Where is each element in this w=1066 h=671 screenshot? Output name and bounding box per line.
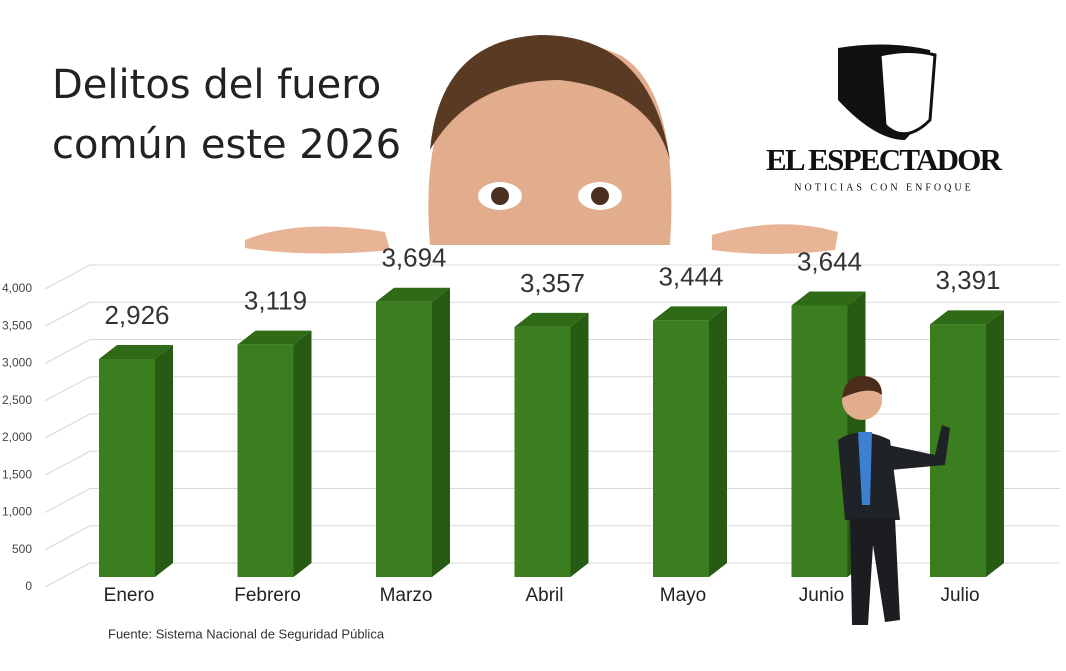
grid-line <box>44 376 91 402</box>
bar-side <box>986 310 1004 577</box>
grid-line <box>44 562 91 588</box>
bar-top <box>99 345 173 360</box>
bar-side <box>155 345 173 577</box>
grid-line <box>44 339 91 364</box>
value-label: 3,357 <box>520 268 585 298</box>
man-illustration <box>838 375 950 625</box>
bar-side <box>709 306 727 577</box>
bar-side <box>432 287 450 577</box>
bar-top <box>930 310 1004 325</box>
x-tick-label: Junio <box>799 585 844 606</box>
man-legs <box>850 518 900 625</box>
value-label: 3,391 <box>935 265 1000 295</box>
brand-tagline: NOTICIAS CON ENFOQUE <box>794 182 973 193</box>
y-tick-label: 3,000 <box>2 356 32 370</box>
bar-group <box>237 330 312 577</box>
y-tick-label: 1,000 <box>2 505 32 519</box>
grid-line <box>44 450 91 476</box>
y-tick-label: 3,500 <box>2 318 32 332</box>
y-tick-label: 4,000 <box>2 281 32 295</box>
man-shirt <box>858 432 872 505</box>
bar-group <box>514 312 589 577</box>
bar <box>514 326 571 577</box>
bar-top <box>376 287 450 302</box>
bar-side <box>570 312 589 577</box>
face-illustration <box>245 35 838 254</box>
value-label: 3,444 <box>658 261 723 291</box>
x-tick-label: Julio <box>940 585 979 606</box>
value-label: 3,694 <box>381 243 446 273</box>
value-label: 3,644 <box>797 246 862 276</box>
x-tick-label: Mayo <box>660 585 706 606</box>
bar-side <box>293 330 312 577</box>
bar <box>99 359 155 577</box>
bar-group <box>376 287 450 577</box>
bar-top <box>514 312 589 327</box>
y-tick-label: 500 <box>12 542 32 556</box>
bar-group <box>653 306 727 577</box>
value-label: 2,926 <box>104 300 169 330</box>
x-tick-label: Marzo <box>380 585 433 606</box>
grid-line <box>44 301 91 327</box>
bar-top <box>653 306 727 321</box>
bar-top <box>791 291 866 306</box>
x-tick-label: Febrero <box>234 585 301 606</box>
bar <box>653 320 709 577</box>
bar-top <box>237 330 312 345</box>
bar-group <box>99 345 173 577</box>
chart-title: Delitos del fuero común este 2026 <box>52 62 402 168</box>
y-tick-label: 2,500 <box>2 393 32 407</box>
grid-line <box>44 525 91 551</box>
brand: EL ESPECTADOR <box>766 142 1003 177</box>
man-hair <box>842 375 882 398</box>
source: Fuente: Sistema Nacional de Seguridad Pú… <box>108 626 385 641</box>
bar <box>237 344 294 577</box>
man-arm <box>888 425 950 470</box>
bar-group <box>930 310 1004 577</box>
y-tick-label: 1,500 <box>2 467 32 481</box>
grid-line <box>44 264 91 290</box>
grid-line <box>44 488 91 513</box>
x-tick-label: Enero <box>104 585 155 606</box>
y-tick-label: 0 <box>25 579 32 593</box>
bar <box>376 301 432 577</box>
logo-mask <box>838 44 937 140</box>
x-tick-label: Abril <box>525 585 563 606</box>
y-tick-label: 2,000 <box>2 430 32 444</box>
value-label: 3,119 <box>244 286 307 316</box>
grid-line <box>44 413 91 439</box>
